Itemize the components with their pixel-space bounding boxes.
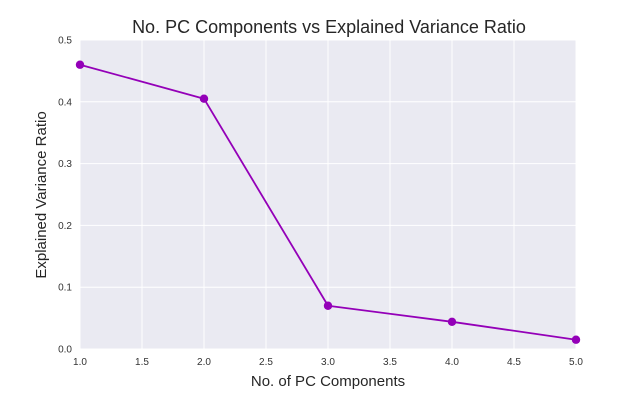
y-tick-label: 0.3 bbox=[58, 159, 72, 170]
y-tick-label: 0.0 bbox=[58, 345, 72, 356]
x-tick-label: 3.5 bbox=[383, 357, 397, 368]
data-point bbox=[75, 60, 85, 69]
data-point bbox=[571, 335, 581, 344]
x-tick-label: 3.0 bbox=[321, 357, 335, 368]
x-tick-label: 4.0 bbox=[445, 357, 459, 368]
x-tick-label: 4.5 bbox=[507, 357, 521, 368]
data-point bbox=[323, 301, 333, 310]
y-tick-label: 0.1 bbox=[58, 283, 72, 294]
series-layer bbox=[75, 60, 581, 344]
x-tick-label: 5.0 bbox=[569, 357, 583, 368]
data-point bbox=[447, 317, 457, 327]
y-tick-label: 0.2 bbox=[58, 221, 72, 232]
x-tick-label: 2.0 bbox=[197, 357, 211, 368]
grid-lines bbox=[79, 39, 577, 350]
y-tick-label: 0.4 bbox=[58, 97, 72, 108]
y-tick-label: 0.5 bbox=[58, 36, 72, 47]
tick-labels: 1.0 1.5 2.0 2.5 3.0 3.5 4.0 4.5 5.0 0.0 0.1 0.2 0.3 0… bbox=[58, 36, 583, 369]
x-tick-label: 1.5 bbox=[135, 357, 149, 368]
y-axis-label: Explained Variance Ratio bbox=[33, 111, 50, 278]
x-tick-label: 2.5 bbox=[259, 357, 273, 368]
chart-title: No. PC Components vs Explained Variance … bbox=[132, 17, 526, 37]
x-axis-label: No. of PC Components bbox=[251, 373, 405, 390]
x-tick-label: 1.0 bbox=[73, 357, 87, 368]
data-point bbox=[199, 94, 209, 103]
